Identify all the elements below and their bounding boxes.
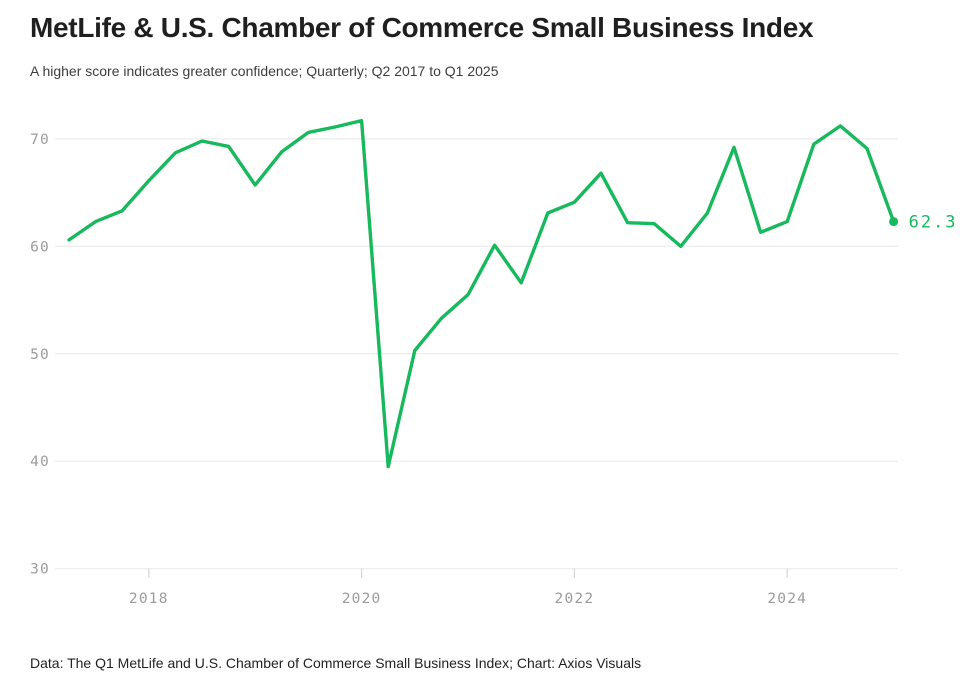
chart-title: MetLife & U.S. Chamber of Commerce Small… — [30, 12, 814, 43]
chart-subtitle: A higher score indicates greater confide… — [30, 63, 499, 79]
y-axis-tick-label: 40 — [30, 454, 50, 470]
index-line-series — [67, 118, 896, 469]
y-axis-tick-label: 60 — [30, 239, 50, 255]
x-axis-tick-label: 2018 — [129, 591, 169, 607]
y-axis-tick-label: 50 — [30, 347, 50, 363]
last-point-marker — [889, 217, 899, 227]
x-axis-tick-label: 2024 — [767, 591, 807, 607]
last-value-label: 62.3 — [909, 213, 958, 233]
chart-source-note: Data: The Q1 MetLife and U.S. Chamber of… — [30, 655, 642, 671]
x-axis-tick-label: 2020 — [342, 591, 382, 607]
x-axis-tick-label: 2022 — [555, 591, 595, 607]
y-axis-tick-label: 30 — [30, 562, 50, 578]
y-axis-tick-label: 70 — [30, 132, 50, 148]
